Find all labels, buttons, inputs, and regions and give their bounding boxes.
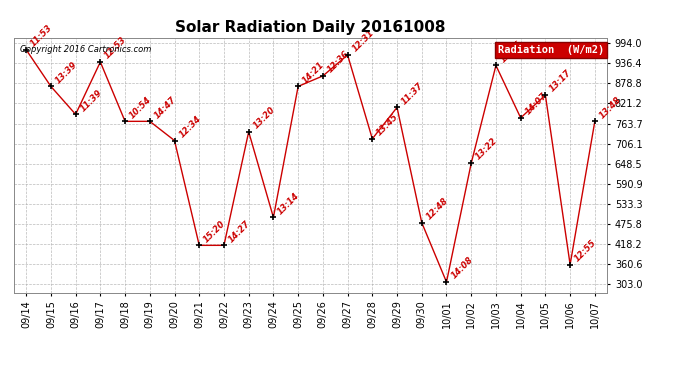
Text: 14:08: 14:08 bbox=[449, 255, 475, 280]
Text: 11:53: 11:53 bbox=[29, 23, 55, 48]
Text: 13:45: 13:45 bbox=[375, 112, 400, 137]
Text: 12:31: 12:31 bbox=[351, 28, 376, 54]
Text: 12:55: 12:55 bbox=[499, 39, 524, 64]
Text: 12:36: 12:36 bbox=[326, 49, 351, 75]
Text: 14:07: 14:07 bbox=[524, 91, 549, 117]
Text: 11:37: 11:37 bbox=[400, 81, 425, 106]
Text: Radiation  (W/m2): Radiation (W/m2) bbox=[498, 45, 604, 55]
Text: 13:20: 13:20 bbox=[251, 105, 277, 130]
Text: 13:22: 13:22 bbox=[474, 136, 500, 162]
Text: 12:48: 12:48 bbox=[424, 196, 450, 221]
Text: 14:27: 14:27 bbox=[227, 219, 252, 244]
Text: 14:47: 14:47 bbox=[152, 94, 178, 120]
Title: Solar Radiation Daily 20161008: Solar Radiation Daily 20161008 bbox=[175, 20, 446, 35]
Text: 10:54: 10:54 bbox=[128, 94, 153, 120]
Text: 13:14: 13:14 bbox=[276, 190, 302, 216]
Text: Copyright 2016 Cartronics.com: Copyright 2016 Cartronics.com bbox=[20, 45, 151, 54]
Text: 14:21: 14:21 bbox=[301, 60, 326, 85]
Text: 12:53: 12:53 bbox=[103, 35, 128, 61]
Text: 12:55: 12:55 bbox=[573, 238, 598, 263]
Text: 13:39: 13:39 bbox=[54, 60, 79, 85]
Text: 13:17: 13:17 bbox=[548, 68, 573, 94]
Text: 11:39: 11:39 bbox=[79, 88, 103, 113]
Text: 15:20: 15:20 bbox=[202, 219, 228, 244]
Text: 12:34: 12:34 bbox=[177, 114, 203, 139]
Text: 13:48: 13:48 bbox=[598, 94, 623, 120]
